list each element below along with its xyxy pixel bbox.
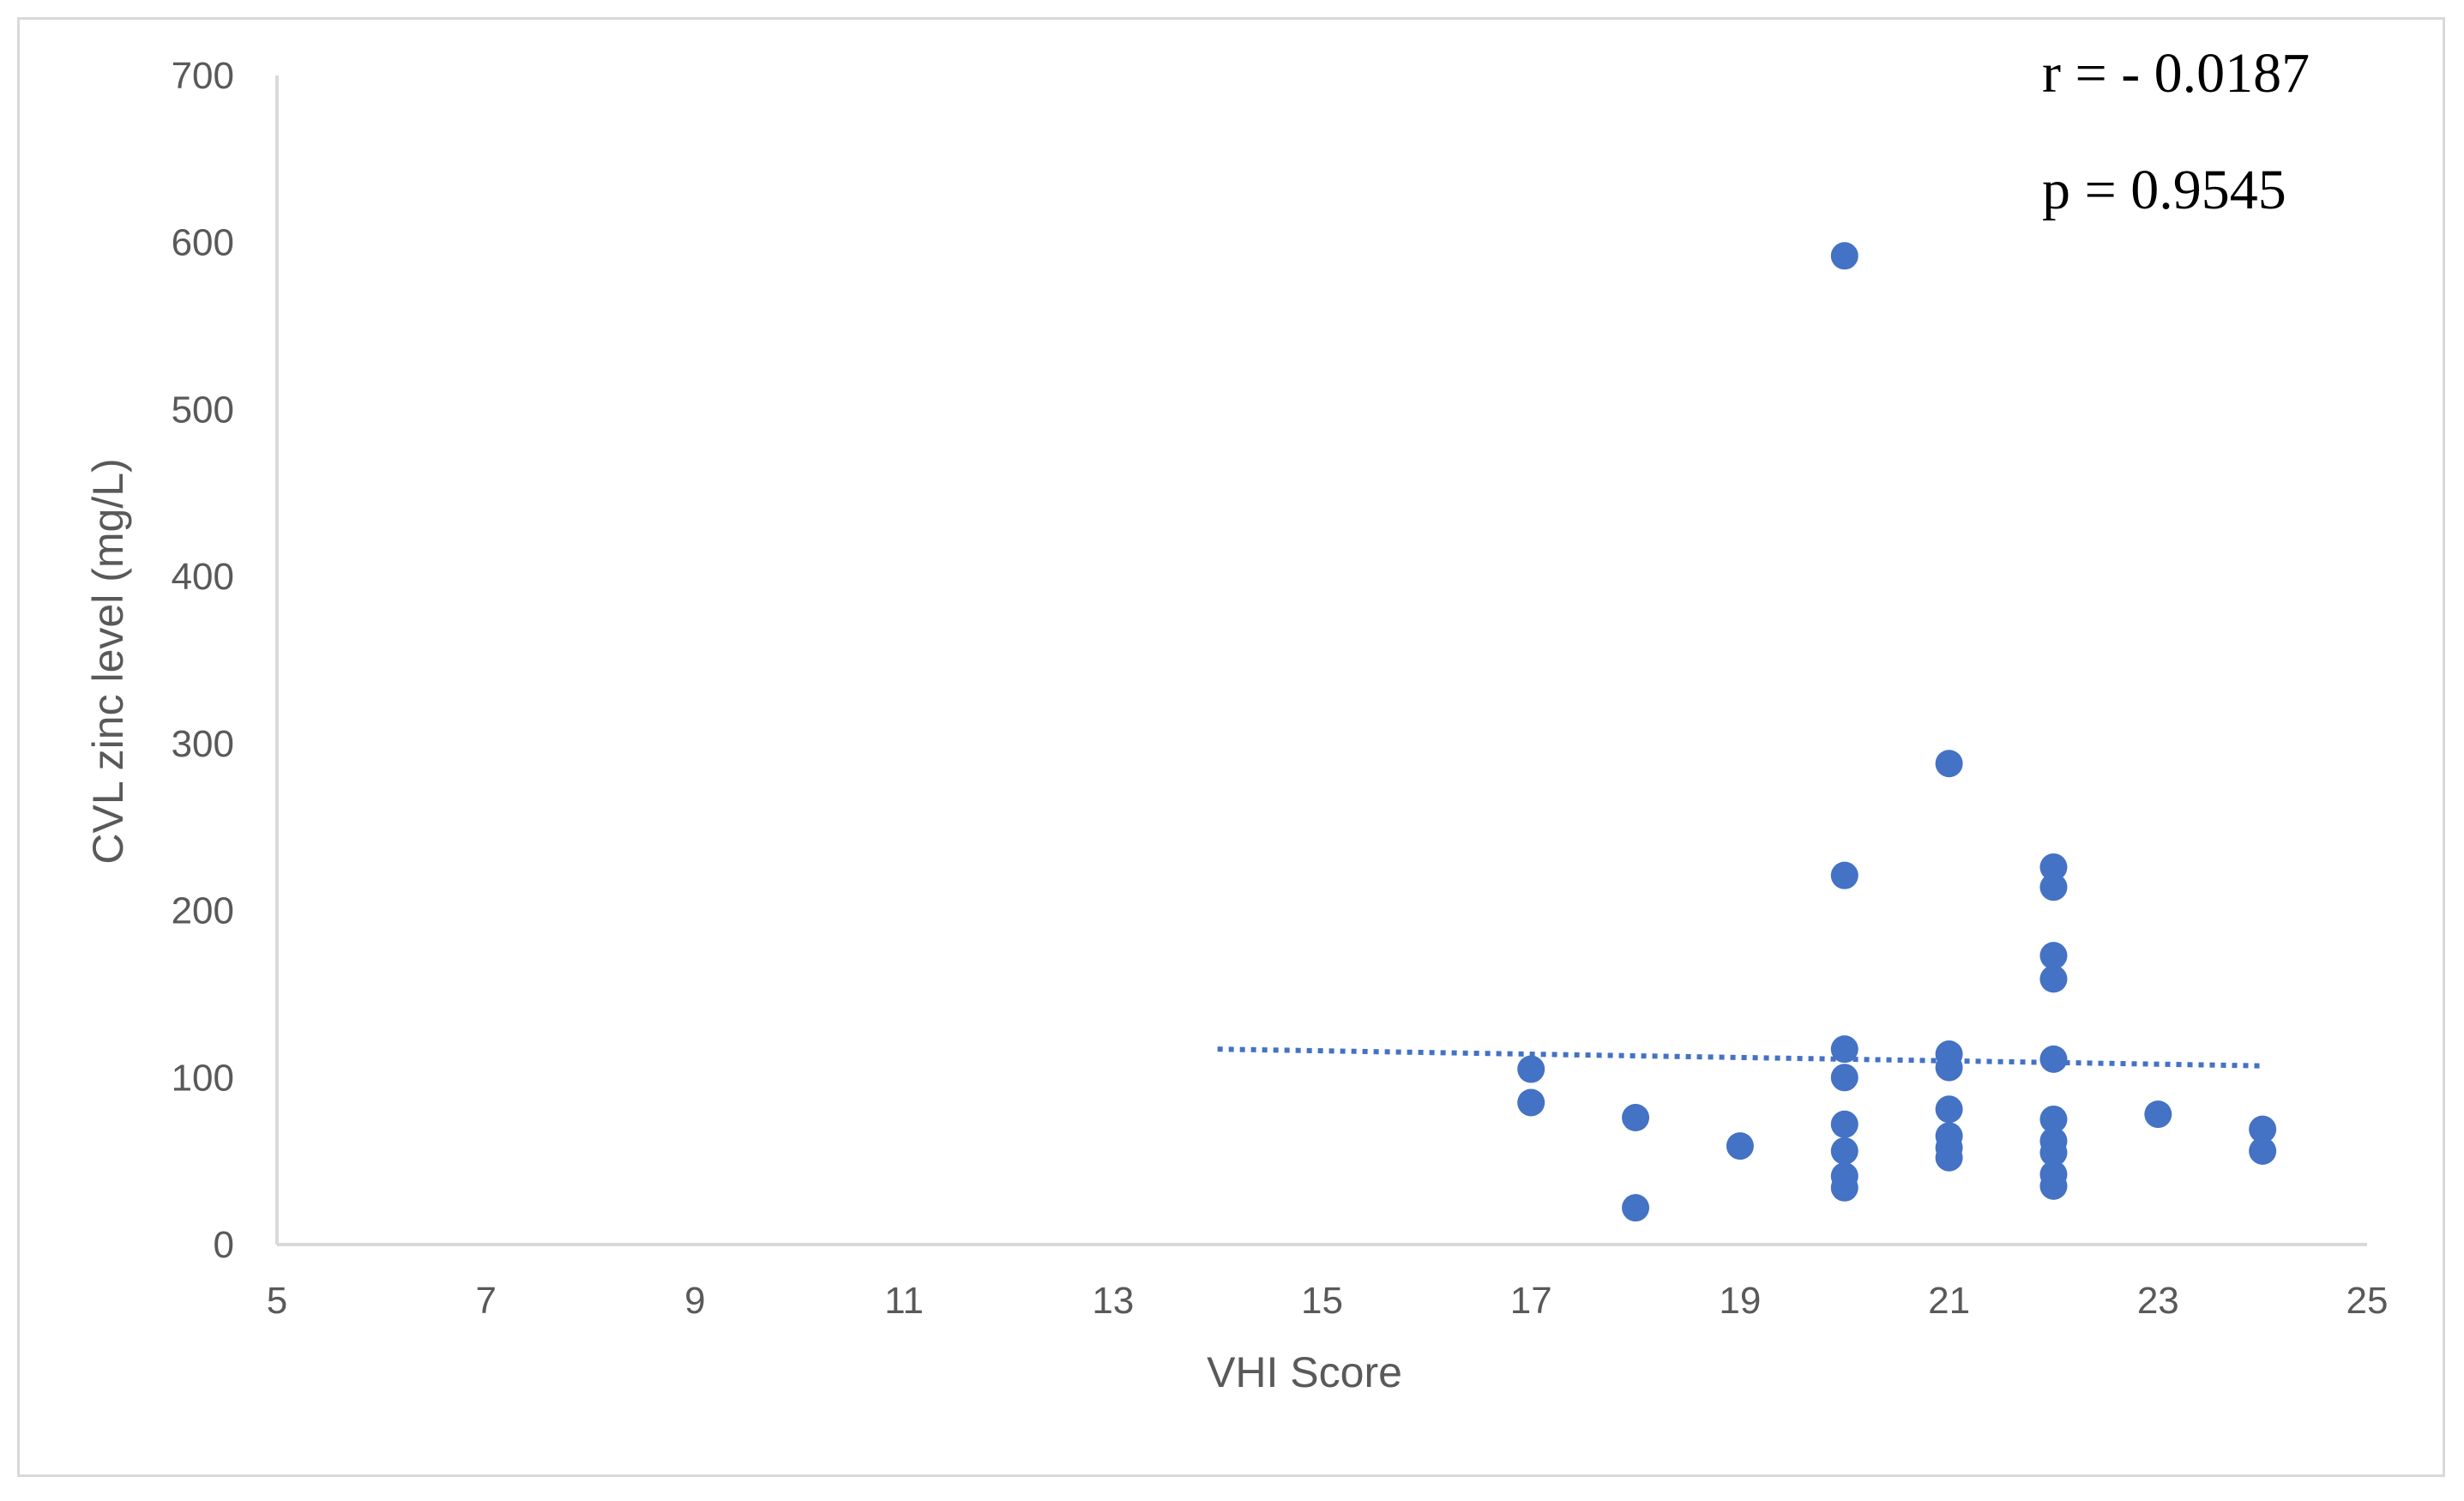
- data-point: [1622, 1104, 1650, 1132]
- x-tick-label: 21: [1928, 1280, 1970, 1322]
- axes: [275, 75, 2367, 1246]
- data-point: [1935, 1095, 1963, 1124]
- scatter-plot: 0 100 200 300 400 500 600 700 5 7 9 11 13 15 17 19 21 23 2…: [84, 42, 2389, 1396]
- data-point: [1517, 1055, 1545, 1083]
- data-points: [1517, 242, 2277, 1222]
- y-tick-label: 600: [172, 222, 234, 264]
- x-axis-title: VHI Score: [1207, 1348, 1402, 1396]
- y-tick-label: 0: [214, 1224, 234, 1266]
- data-point: [1830, 1035, 1859, 1064]
- y-tick-label: 300: [172, 723, 234, 765]
- tick-labels: 0 100 200 300 400 500 600 700 5 7 9 11 13 15 17 19 21 23 2…: [172, 55, 2389, 1322]
- data-point: [1830, 1110, 1859, 1138]
- data-point: [1830, 1136, 1859, 1165]
- trendline: [1217, 1046, 2263, 1069]
- y-tick-label: 400: [172, 556, 234, 598]
- r-value-annotation: r = - 0.0187: [2042, 42, 2310, 105]
- data-point: [2039, 965, 2068, 993]
- data-point: [2039, 942, 2068, 970]
- data-point: [2039, 853, 2068, 881]
- p-value-annotation: p = 0.9545: [2042, 159, 2286, 221]
- data-point: [1726, 1132, 1754, 1160]
- y-tick-label: 200: [172, 890, 234, 932]
- x-tick-label: 13: [1092, 1280, 1134, 1322]
- x-tick-label: 23: [2137, 1280, 2179, 1322]
- x-tick-label: 5: [267, 1280, 287, 1322]
- x-tick-label: 7: [475, 1280, 496, 1322]
- data-point: [2249, 1115, 2277, 1143]
- x-tick-label: 11: [884, 1280, 924, 1322]
- x-tick-label: 19: [1719, 1280, 1761, 1322]
- trendline-layer: [1217, 1046, 2263, 1069]
- data-point: [2039, 1172, 2068, 1200]
- data-point: [2039, 1045, 2068, 1073]
- data-point: [2039, 873, 2068, 901]
- data-point: [1830, 861, 1859, 889]
- y-tick-label: 100: [172, 1057, 234, 1099]
- data-point: [1830, 1173, 1859, 1202]
- data-point: [1622, 1194, 1650, 1222]
- data-point: [1935, 1053, 1963, 1082]
- data-point: [1935, 1143, 1963, 1172]
- y-tick-label: 500: [172, 389, 234, 431]
- data-point: [2039, 1138, 2068, 1166]
- data-point: [1830, 1064, 1859, 1092]
- x-tick-label: 25: [2347, 1280, 2389, 1322]
- x-tick-label: 9: [684, 1280, 705, 1322]
- data-point: [2249, 1136, 2277, 1165]
- chart-frame: 0 100 200 300 400 500 600 700 5 7 9 11 13 15 17 19 21 23 2…: [17, 17, 2445, 1477]
- x-tick-label: 17: [1510, 1280, 1552, 1322]
- data-point: [1935, 750, 1963, 778]
- x-tick-label: 15: [1301, 1280, 1343, 1322]
- data-point: [1517, 1088, 1545, 1117]
- y-tick-label: 700: [172, 55, 234, 97]
- y-axis-title: CVL zinc level (mg/L): [84, 458, 132, 864]
- data-point: [2039, 1105, 2068, 1133]
- data-point: [1830, 242, 1859, 270]
- data-point: [2144, 1100, 2172, 1129]
